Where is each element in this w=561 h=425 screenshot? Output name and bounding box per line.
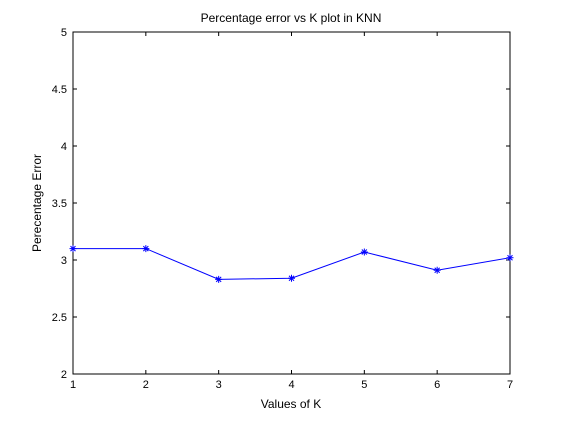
chart-title: Percentage error vs K plot in KNN — [201, 11, 382, 25]
y-axis: 2 2.5 3 3.5 4 4.5 5 — [52, 27, 510, 381]
y-tick-label: 5 — [61, 27, 67, 39]
data-point-asterisk — [215, 275, 223, 283]
data-point-asterisk — [506, 254, 514, 262]
data-point-asterisk — [142, 245, 150, 253]
y-tick-label: 2.5 — [52, 312, 67, 324]
y-tick-label: 3 — [61, 255, 67, 267]
x-tick-label: 5 — [361, 379, 367, 391]
y-tick-label: 4.5 — [52, 84, 67, 96]
x-tick-label: 6 — [434, 379, 440, 391]
x-tick-label: 4 — [288, 379, 294, 391]
y-tick-label: 4 — [61, 141, 67, 153]
x-tick-label: 1 — [70, 379, 76, 391]
y-tick-label: 3.5 — [52, 198, 67, 210]
y-tick-label: 2 — [61, 369, 67, 381]
plot-area — [72, 31, 511, 375]
x-tick-label: 2 — [143, 379, 149, 391]
x-axis-label: Values of K — [261, 397, 321, 411]
y-axis-label: Perecentage Error — [30, 154, 44, 252]
x-tick-label: 3 — [216, 379, 222, 391]
data-point-asterisk — [69, 245, 77, 253]
x-tick-label: 7 — [507, 379, 513, 391]
x-axis: 1 2 3 4 5 6 7 — [70, 32, 513, 391]
series-layer — [69, 245, 514, 283]
data-point-asterisk — [433, 266, 441, 274]
data-point-asterisk — [288, 274, 295, 282]
data-point-asterisk — [360, 248, 368, 256]
